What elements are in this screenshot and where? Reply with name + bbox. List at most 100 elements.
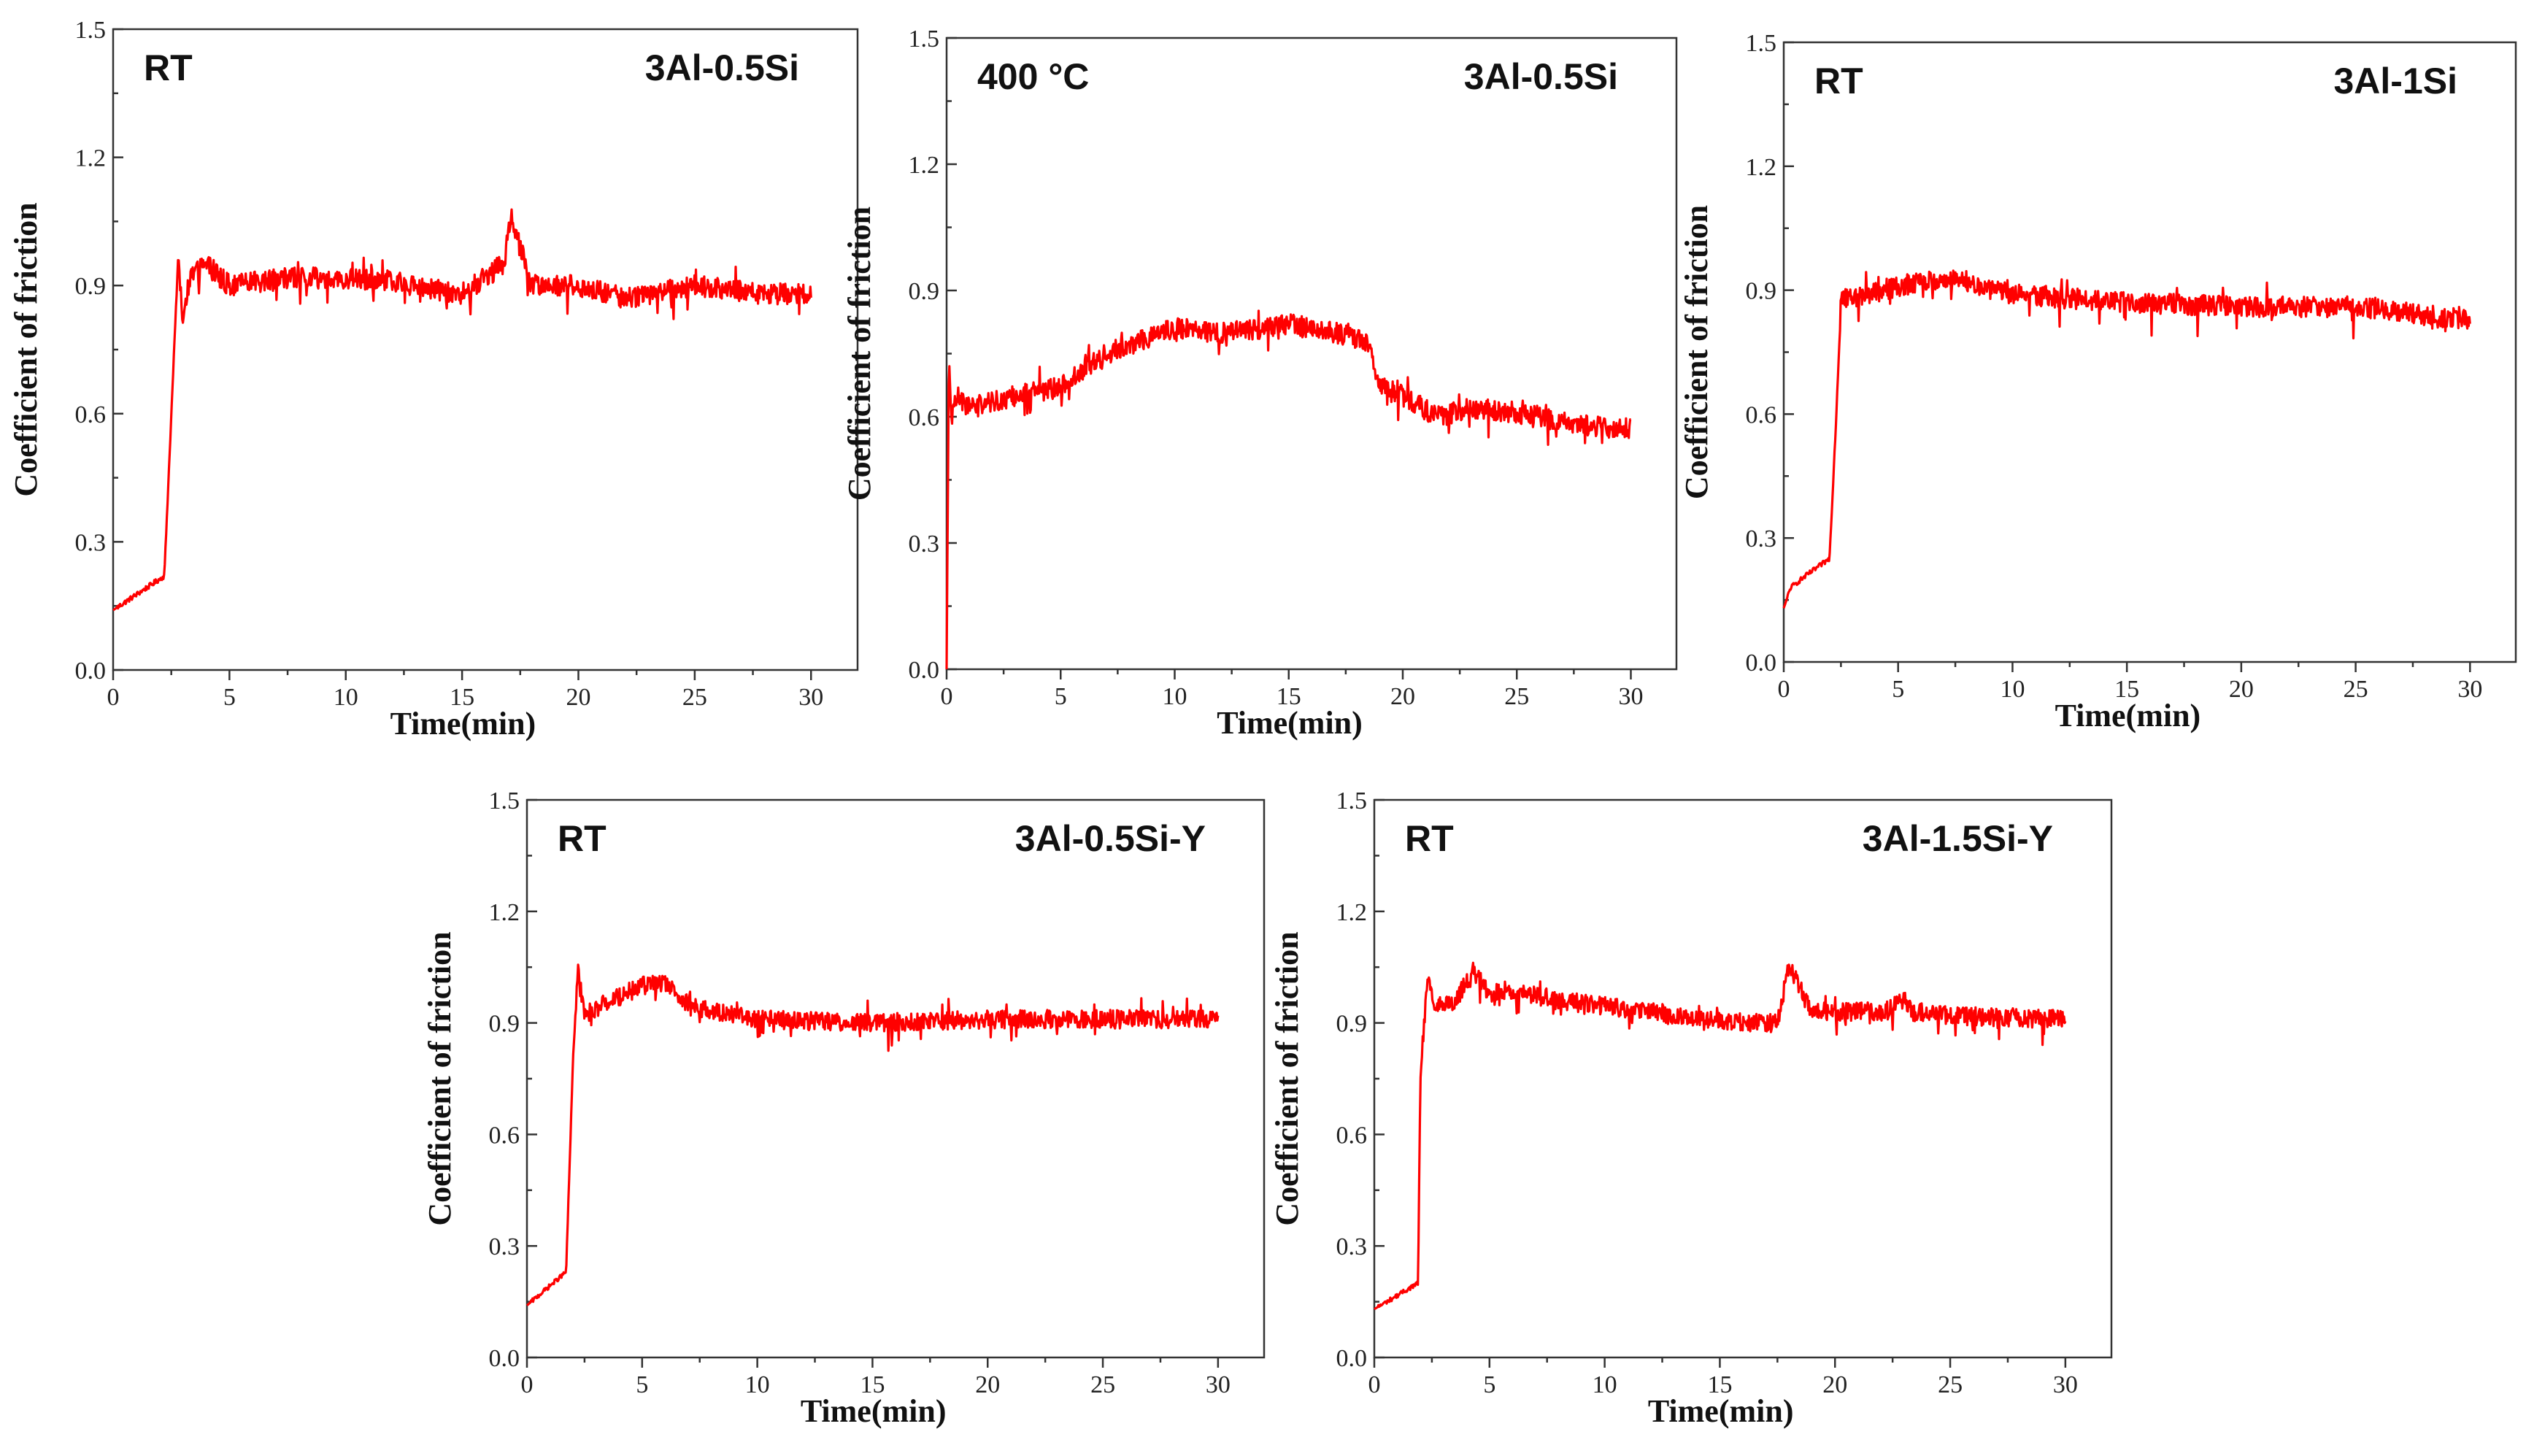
plot-frame: [1782, 41, 2517, 663]
y-tick-label: 0.6: [489, 1122, 520, 1149]
x-tick-label: 5: [1483, 1371, 1495, 1398]
plot-frame: [1373, 798, 2113, 1359]
y-tick-label: 1.2: [489, 899, 520, 926]
condition-label: RT: [558, 818, 607, 859]
y-tick-label: 1.5: [75, 17, 107, 44]
y-tick-label: 0.3: [909, 531, 940, 558]
x-tick-label: 0: [1368, 1371, 1381, 1398]
x-tick-label: 0: [941, 683, 953, 710]
y-tick-label: 0.0: [75, 658, 107, 685]
sample-label: 3Al-0.5Si: [1464, 56, 1618, 97]
x-tick-label: 5: [1892, 676, 1904, 703]
y-tick-label: 0.9: [1336, 1011, 1368, 1038]
x-tick-label: 0: [1778, 676, 1790, 703]
y-tick-label: 0.9: [75, 273, 107, 300]
y-tick-label: 0.6: [909, 404, 940, 431]
x-tick-label: 30: [798, 684, 823, 711]
plot-frame: [945, 36, 1678, 671]
y-tick-label: 0.3: [1336, 1233, 1368, 1260]
plot-frame: [112, 28, 859, 671]
x-tick-label: 20: [975, 1371, 1000, 1398]
x-tick-label: 10: [1163, 683, 1187, 710]
friction-series-line: [112, 208, 812, 612]
y-tick-label: 1.5: [1746, 30, 1777, 57]
x-tick-label: 25: [2344, 676, 2368, 703]
y-tick-label: 0.3: [1746, 525, 1777, 552]
y-tick-label: 1.5: [909, 26, 940, 53]
x-tick-label: 5: [223, 684, 236, 711]
y-axis-title: Coefficient of friction: [1679, 205, 1714, 499]
x-tick-label: 20: [566, 684, 591, 711]
y-tick-label: 0.0: [489, 1345, 520, 1372]
y-tick-label: 1.2: [75, 145, 107, 172]
chart-panel-4: 0.0 0.3 0.6 0.9 1.2 1.5 0 5 10 15 20 25 30 Time(min) C…: [422, 787, 1266, 1429]
y-tick-label: 0.3: [75, 529, 107, 556]
condition-label: RT: [144, 47, 193, 88]
y-tick-label: 0.3: [489, 1233, 520, 1260]
y-axis-title: Coefficient of friction: [8, 202, 44, 496]
y-tick-label: 1.2: [909, 152, 940, 179]
y-tick-label: 0.0: [909, 657, 940, 684]
y-tick-label: 0.0: [1746, 650, 1777, 677]
x-tick-label: 10: [745, 1371, 770, 1398]
condition-label: RT: [1405, 818, 1454, 859]
friction-series-line: [1374, 961, 2067, 1311]
sample-label: 3Al-0.5Si: [645, 47, 799, 88]
sample-label: 3Al-1Si: [2333, 61, 2457, 101]
x-tick-label: 0: [521, 1371, 534, 1398]
condition-label: 400 °C: [977, 56, 1089, 97]
x-tick-label: 20: [1822, 1371, 1847, 1398]
x-tick-label: 25: [682, 684, 707, 711]
x-tick-label: 15: [860, 1371, 885, 1398]
y-tick-label: 0.9: [909, 278, 940, 305]
plot-frame: [525, 798, 1266, 1359]
x-axis-title: Time(min): [801, 1393, 947, 1429]
sample-label: 3Al-0.5Si-Y: [1015, 818, 1206, 859]
x-axis-title: Time(min): [2055, 698, 2201, 733]
x-tick-label: 20: [2229, 676, 2254, 703]
x-tick-label: 10: [1593, 1371, 1617, 1398]
x-tick-label: 30: [1206, 1371, 1231, 1398]
chart-panel-1: 0.0 0.3 0.6 0.9 1.2 1.5 0 5 10 15 20 25 30 Time(min) C…: [8, 17, 859, 742]
y-tick-label: 0.9: [489, 1011, 520, 1038]
chart-panel-2: 0.0 0.3 0.6 0.9 1.2 1.5 0 5 10 15 20 25 30 Time(min) C…: [842, 26, 1678, 741]
x-tick-label: 25: [1504, 683, 1529, 710]
x-tick-label: 15: [1277, 683, 1301, 710]
y-tick-label: 1.5: [1336, 787, 1368, 814]
x-tick-label: 25: [1938, 1371, 1963, 1398]
y-tick-label: 1.5: [489, 787, 520, 814]
sample-label: 3Al-1.5Si-Y: [1863, 818, 2053, 859]
x-tick-label: 30: [2053, 1371, 2078, 1398]
x-axis-title: Time(min): [390, 706, 536, 742]
y-tick-label: 1.2: [1746, 154, 1777, 181]
x-tick-label: 0: [107, 684, 120, 711]
y-tick-label: 1.2: [1336, 899, 1368, 926]
y-axis-title: Coefficient of friction: [422, 931, 458, 1225]
y-axis-title: Coefficient of friction: [1269, 931, 1305, 1225]
friction-series-line: [945, 309, 1632, 670]
y-tick-label: 0.6: [1336, 1122, 1368, 1149]
friction-series-line: [1782, 269, 2471, 609]
chart-panel-3: 0.0 0.3 0.6 0.9 1.2 1.5 0 5 10 15 20 25 30 Time(min) C…: [1679, 30, 2517, 733]
x-tick-label: 10: [2000, 676, 2025, 703]
x-tick-label: 20: [1390, 683, 1415, 710]
x-tick-label: 30: [1619, 683, 1644, 710]
x-tick-label: 10: [334, 684, 358, 711]
x-tick-label: 30: [2457, 676, 2482, 703]
x-tick-label: 5: [1055, 683, 1067, 710]
chart-panel-5: 0.0 0.3 0.6 0.9 1.2 1.5 0 5 10 15 20 25 30 Time(min) C…: [1269, 787, 2113, 1429]
y-tick-label: 0.6: [75, 401, 107, 428]
x-axis-title: Time(min): [1648, 1393, 1794, 1429]
x-tick-label: 15: [1707, 1371, 1732, 1398]
x-tick-label: 25: [1090, 1371, 1115, 1398]
x-tick-label: 15: [2114, 676, 2139, 703]
y-tick-label: 0.9: [1746, 278, 1777, 305]
x-axis-title: Time(min): [1217, 705, 1363, 741]
friction-series-line: [525, 963, 1220, 1306]
y-tick-label: 0.0: [1336, 1345, 1368, 1372]
y-tick-label: 0.6: [1746, 401, 1777, 428]
x-tick-label: 15: [450, 684, 474, 711]
x-tick-label: 5: [636, 1371, 648, 1398]
condition-label: RT: [1814, 61, 1863, 101]
